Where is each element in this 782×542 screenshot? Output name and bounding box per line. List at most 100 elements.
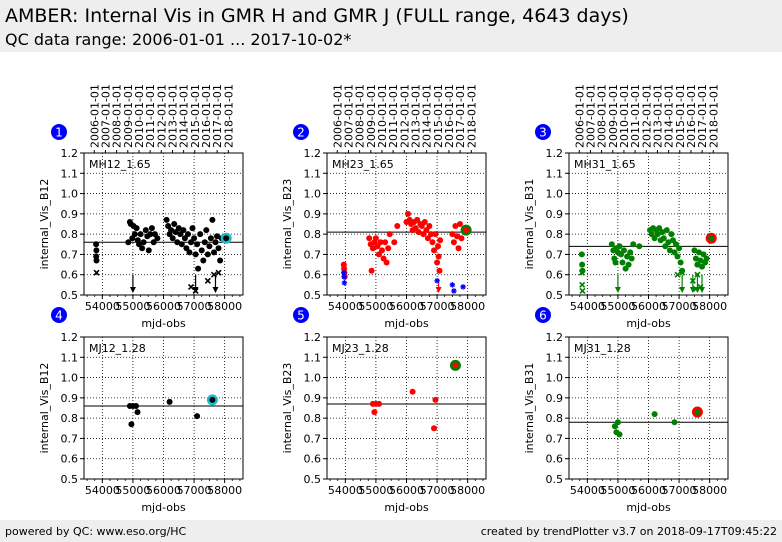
data-point (171, 221, 178, 227)
data-point (454, 233, 460, 240)
panel-label: MJ23_1.28 (332, 342, 389, 355)
data-point (128, 421, 135, 428)
data-point (676, 245, 683, 252)
data-point (409, 388, 416, 395)
panel-6: 0.50.60.70.80.91.01.11.25400055000560005… (523, 307, 729, 514)
data-point (691, 247, 698, 254)
data-point (668, 231, 675, 238)
off-scale-arrowhead (435, 287, 442, 293)
data-point (93, 241, 100, 248)
y-tick-label: 0.6 (304, 269, 322, 282)
data-point (674, 253, 681, 260)
y-tick-label: 0.7 (546, 432, 564, 445)
panel-5: 0.50.60.70.80.91.01.11.25400055000560005… (281, 307, 487, 514)
panel-badge-number: 1 (55, 126, 63, 140)
y-tick-label: 1.2 (304, 147, 322, 160)
x-tick-label: 57000 (420, 484, 455, 497)
data-point (206, 243, 213, 250)
panel-1: 0.50.60.70.80.91.01.11.25400055000560005… (38, 84, 244, 330)
latest-point (452, 362, 459, 369)
date-tick-label: 2018-01-01 (465, 84, 478, 148)
y-tick-label: 0.9 (304, 208, 322, 221)
footer-credit: powered by QC: www.eso.org/HC (5, 525, 187, 538)
x-tick-label: 55000 (600, 300, 635, 313)
data-point (197, 231, 204, 238)
data-point (195, 265, 202, 272)
y-axis-label: internal_Vis_B23 (281, 363, 294, 454)
data-point (458, 235, 465, 242)
off-scale-arrowhead (689, 287, 696, 293)
x-tick-label: 58000 (692, 484, 727, 497)
y-tick-label: 1.1 (546, 167, 564, 180)
data-point (154, 235, 161, 242)
y-tick-label: 1.1 (304, 351, 322, 364)
data-point (414, 216, 421, 223)
date-tick-label: 2013-01-01 (166, 84, 179, 148)
data-point (93, 247, 100, 254)
y-tick-label: 0.8 (304, 228, 322, 241)
date-tick-label: 2017-01-01 (211, 84, 224, 148)
y-tick-label: 1.0 (546, 372, 564, 385)
y-tick-label: 0.7 (304, 248, 322, 261)
panel-label: MH23_1.65 (332, 158, 394, 171)
panel-label: MH12_1.65 (89, 158, 151, 171)
y-tick-label: 1.2 (61, 331, 79, 344)
date-tick-label: 2009-01-01 (365, 84, 378, 148)
data-point (670, 237, 676, 244)
x-tick-label: 57000 (177, 484, 212, 497)
outlier-mark (579, 287, 586, 295)
data-point (436, 267, 443, 274)
data-point (137, 231, 144, 238)
data-point (189, 225, 196, 232)
star-marker (341, 269, 347, 276)
data-point (394, 223, 401, 229)
y-tick-label: 0.8 (546, 228, 564, 241)
data-point (366, 235, 373, 242)
data-point (163, 216, 170, 223)
y-tick-label: 0.8 (61, 228, 79, 241)
data-point (611, 423, 618, 430)
data-point (648, 231, 655, 238)
data-point (191, 235, 198, 242)
date-tick-label: 2006-01-01 (88, 84, 101, 148)
date-tick-label: 2018-01-01 (707, 84, 720, 148)
x-tick-label: 55000 (115, 484, 150, 497)
outlier-mark (578, 269, 585, 276)
data-point (379, 247, 385, 254)
star-marker (341, 273, 347, 280)
date-tick-label: 2014-01-01 (421, 84, 434, 148)
data-point (654, 231, 661, 238)
data-point (166, 398, 173, 405)
data-point (198, 247, 205, 254)
x-tick-label: 54000 (570, 484, 605, 497)
outlier-mark (694, 271, 701, 278)
data-point (435, 253, 442, 260)
data-point (452, 223, 459, 229)
date-tick-label: 2016-01-01 (443, 84, 456, 148)
data-point (659, 229, 666, 236)
data-point (203, 227, 210, 234)
panel-badge (51, 307, 67, 323)
off-scale-arrowhead (192, 287, 199, 293)
panel-badge (535, 124, 551, 140)
panel-4: 0.50.60.70.80.91.01.11.25400055000560005… (38, 307, 244, 514)
x-tick-label: 56000 (631, 484, 666, 497)
data-point (204, 251, 211, 258)
panel-label: MJ31_1.28 (574, 342, 631, 355)
data-point (147, 231, 154, 238)
y-tick-label: 1.1 (546, 351, 564, 364)
date-tick-label: 2010-01-01 (618, 84, 631, 148)
outlier-mark (187, 283, 195, 290)
data-point (175, 225, 182, 232)
date-tick-label: 2013-01-01 (651, 84, 664, 148)
y-axis-label: internal_Vis_B31 (523, 363, 536, 454)
data-point (636, 243, 643, 250)
x-tick-label: 54000 (85, 484, 120, 497)
y-tick-label: 0.6 (61, 453, 79, 466)
outlier-mark (674, 271, 681, 278)
latest-point (694, 409, 701, 416)
panel-badge-number: 6 (539, 309, 547, 323)
data-point (185, 231, 191, 238)
data-point (432, 231, 439, 238)
y-tick-label: 0.6 (546, 269, 564, 282)
